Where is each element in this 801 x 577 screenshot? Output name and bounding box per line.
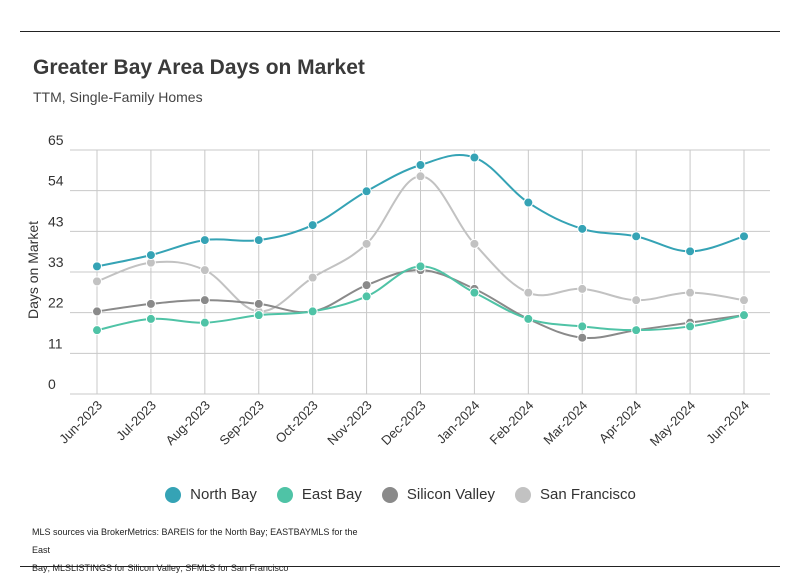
data-point-silicon-valley xyxy=(145,298,156,309)
data-point-north-bay xyxy=(523,197,534,208)
x-tick-label: Sep-2023 xyxy=(216,398,266,448)
data-point-san-francisco xyxy=(523,287,534,298)
chart-subtitle: TTM, Single-Family Homes xyxy=(33,89,203,105)
data-point-east-bay xyxy=(577,321,588,332)
x-tick-label: Apr-2024 xyxy=(596,398,644,446)
y-tick-label: 54 xyxy=(48,173,64,189)
data-point-east-bay xyxy=(631,325,642,336)
x-axis-ticks: Jun-2023 Jul-2023 Aug-2023 Sep-2023 Oct-2023… xyxy=(56,398,752,449)
x-tick-label: Aug-2023 xyxy=(162,398,212,448)
legend-item-silicon-valley: Silicon Valley xyxy=(381,486,495,503)
data-point-north-bay xyxy=(415,160,426,171)
data-point-east-bay xyxy=(739,310,749,321)
y-tick-label: 43 xyxy=(48,213,64,229)
y-tick-label: 33 xyxy=(48,254,64,270)
legend-item-san-francisco: San Francisco xyxy=(514,486,636,503)
series-east-bay xyxy=(92,261,749,336)
data-point-silicon-valley xyxy=(199,295,210,306)
data-point-east-bay xyxy=(415,261,426,272)
data-point-north-bay xyxy=(199,235,210,246)
y-axis-ticks: 0 11 22 33 43 54 65 xyxy=(48,132,64,392)
data-point-east-bay xyxy=(685,321,696,332)
series-north-bay xyxy=(92,152,749,272)
legend-swatch xyxy=(381,486,398,503)
footnote-line-2: Bay; MLSLISTINGS for Silicon Valley; SFM… xyxy=(32,563,289,573)
data-point-san-francisco xyxy=(307,272,318,283)
data-point-north-bay xyxy=(145,250,156,261)
x-tick-label: May-2024 xyxy=(647,398,698,449)
data-point-north-bay xyxy=(685,246,696,257)
data-point-san-francisco xyxy=(577,283,588,294)
bottom-rule xyxy=(20,566,780,567)
data-point-san-francisco xyxy=(92,276,102,287)
legend-label: Silicon Valley xyxy=(406,486,495,503)
legend-swatch xyxy=(165,486,182,503)
data-point-east-bay xyxy=(469,287,480,298)
data-point-east-bay xyxy=(253,310,264,321)
legend-swatch xyxy=(276,486,293,503)
data-point-east-bay xyxy=(307,306,318,317)
x-tick-label: Nov-2023 xyxy=(324,398,374,448)
top-rule xyxy=(20,31,780,32)
data-point-east-bay xyxy=(523,313,534,324)
data-point-north-bay xyxy=(577,223,588,234)
legend-label: East Bay xyxy=(301,486,362,503)
data-point-north-bay xyxy=(631,231,642,242)
y-axis-label: Days on Market xyxy=(25,221,41,319)
data-point-san-francisco xyxy=(199,265,210,276)
data-point-north-bay xyxy=(361,186,372,197)
x-tick-label: Oct-2023 xyxy=(272,398,320,446)
data-point-san-francisco xyxy=(469,238,480,249)
legend-label: North Bay xyxy=(190,486,257,503)
x-tick-label: Dec-2023 xyxy=(378,398,428,448)
data-point-silicon-valley xyxy=(92,306,102,317)
data-point-silicon-valley xyxy=(361,280,372,291)
legend-item-north-bay: North Bay xyxy=(165,486,257,503)
data-point-san-francisco xyxy=(361,238,372,249)
y-tick-label: 65 xyxy=(48,132,64,148)
data-point-north-bay xyxy=(469,152,480,163)
footnote-line-1: MLS sources via BrokerMetrics: BAREIS fo… xyxy=(32,527,358,555)
data-point-san-francisco xyxy=(685,287,696,298)
x-tick-label: Mar-2024 xyxy=(540,398,590,448)
x-tick-label: Jan-2024 xyxy=(434,398,483,447)
data-point-east-bay xyxy=(199,317,210,328)
chart-title: Greater Bay Area Days on Market xyxy=(33,56,365,79)
legend-label: San Francisco xyxy=(539,486,636,503)
data-point-san-francisco xyxy=(415,171,426,182)
x-tick-label: Jun-2024 xyxy=(703,398,752,447)
y-tick-label: 11 xyxy=(48,335,63,351)
data-point-north-bay xyxy=(739,231,749,242)
legend: North Bay East Bay Silicon Valley San Franc… xyxy=(0,486,801,503)
data-point-silicon-valley xyxy=(253,298,264,309)
x-tick-label: Feb-2024 xyxy=(486,398,536,448)
data-point-east-bay xyxy=(145,313,156,324)
data-point-san-francisco xyxy=(631,295,642,306)
x-tick-label: Jun-2023 xyxy=(56,398,105,447)
y-tick-label: 22 xyxy=(48,295,64,311)
data-point-east-bay xyxy=(92,325,102,336)
y-tick-label: 0 xyxy=(48,376,56,392)
legend-swatch xyxy=(514,486,531,503)
data-point-north-bay xyxy=(307,220,318,231)
data-point-east-bay xyxy=(361,291,372,302)
data-point-san-francisco xyxy=(739,295,749,306)
data-point-north-bay xyxy=(92,261,102,272)
source-footnote: MLS sources via BrokerMetrics: BAREIS fo… xyxy=(32,523,362,577)
series-group xyxy=(92,152,749,343)
data-point-north-bay xyxy=(253,235,264,246)
grid xyxy=(70,149,770,395)
legend-item-east-bay: East Bay xyxy=(276,486,362,503)
x-tick-label: Jul-2023 xyxy=(113,398,159,444)
data-point-silicon-valley xyxy=(577,332,588,343)
